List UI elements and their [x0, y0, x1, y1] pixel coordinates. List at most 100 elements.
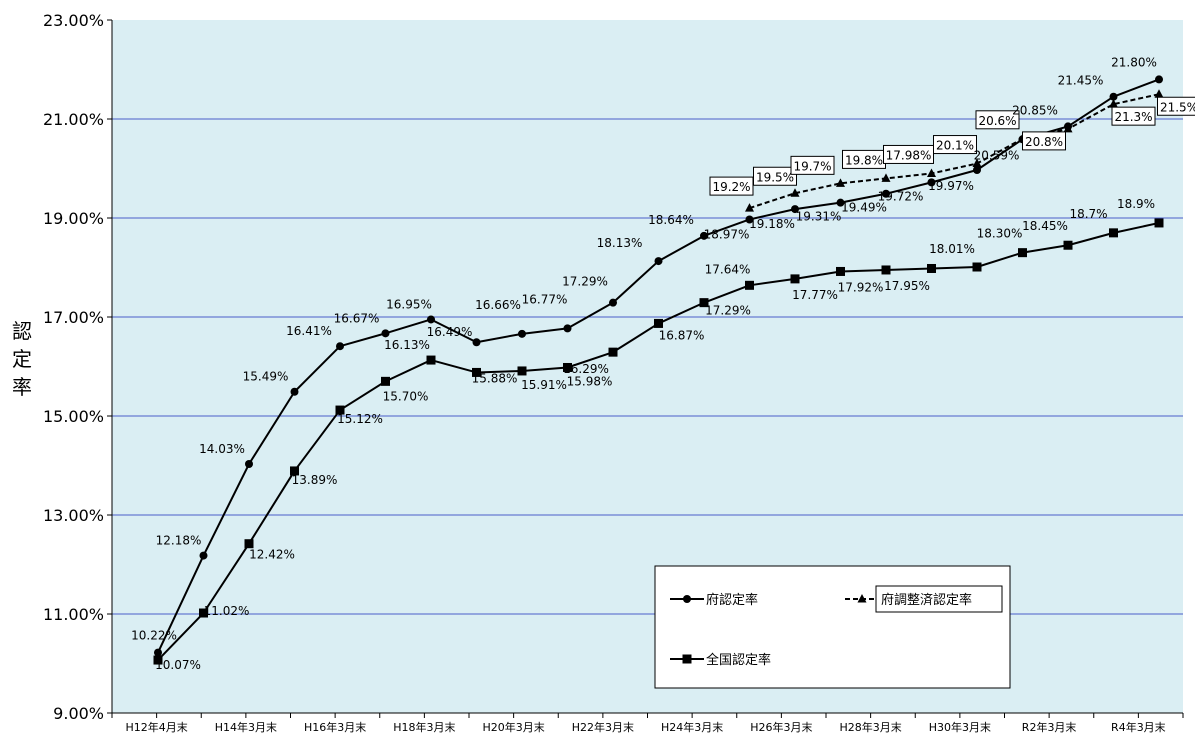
pref-rate-label: 20.85%: [1012, 103, 1058, 117]
pref-adjusted-rate-label-box: [709, 176, 754, 196]
x-tick-label: H22年3月末: [572, 720, 634, 734]
national-rate-point: [654, 318, 663, 328]
pref-adjusted-rate-line: [749, 93, 1160, 210]
pref-rate-label: 21.45%: [1058, 74, 1104, 88]
pref-adjusted-rate-label-box: [933, 135, 977, 155]
national-rate-label: 15.91%: [521, 378, 567, 392]
pref-rate-label: 19.31%: [796, 210, 842, 224]
legend-box: [654, 565, 1011, 689]
national-rate-point: [244, 539, 254, 549]
national-rate-label: 17.77%: [792, 288, 838, 302]
y-tick-label: 23.00%: [43, 11, 104, 30]
national-rate-label: 16.13%: [384, 338, 430, 352]
pref-adjusted-rate-point: [1154, 89, 1164, 98]
pref-rate-point: [654, 257, 663, 266]
legend-label-pref-adjusted-rate: 府調整済認定率: [881, 592, 972, 608]
legend-pref-adjusted-rate-point: [857, 594, 867, 603]
national-rate-label: 17.95%: [884, 279, 930, 293]
x-tick-label: H16年3月末: [304, 720, 366, 734]
legend-pref-rate-point: [683, 595, 691, 603]
pref-adjusted-rate-point: [881, 173, 891, 182]
national-rate-point: [927, 263, 936, 273]
national-rate-label: 16.87%: [659, 328, 705, 342]
national-rate-point: [836, 266, 845, 276]
y-tick-label: 11.00%: [43, 605, 104, 624]
national-rate-label: 13.89%: [292, 473, 338, 487]
pref-adjusted-rate-label: 19.5%: [756, 170, 794, 184]
pref-rate-label: 19.72%: [878, 189, 924, 203]
national-rate-label: 17.64%: [705, 262, 751, 276]
pref-rate-label: 16.77%: [522, 292, 568, 306]
x-tick-label: H30年3月末: [929, 720, 991, 734]
national-rate-point: [790, 274, 800, 284]
national-rate-label: 15.12%: [337, 412, 383, 426]
y-axis-title: 認定率: [12, 319, 32, 399]
pref-rate-point: [1109, 92, 1118, 101]
national-rate-point: [381, 376, 390, 386]
national-rate-point: [153, 655, 163, 665]
x-tick-label: H24年3月末: [661, 720, 723, 734]
pref-rate-point: [290, 387, 299, 396]
pref-rate-label: 17.29%: [562, 275, 608, 289]
pref-adjusted-rate-point: [836, 178, 845, 187]
pref-adjusted-rate-point: [927, 168, 936, 177]
pref-adjusted-rate-point: [1109, 99, 1118, 108]
pref-adjusted-rate-label-box: [1111, 106, 1156, 126]
y-tick-label: 13.00%: [43, 506, 104, 525]
pref-adjusted-rate-label: 20.8%: [1025, 135, 1063, 149]
national-rate-point: [426, 355, 436, 365]
pref-rate-label: 16.95%: [386, 297, 432, 311]
pref-adjusted-rate-label: 19.2%: [712, 180, 750, 194]
y-axis-ticks: 9.00% 11.00% 13.00% 15.00% 17.00% 19.00% 21.00…: [43, 11, 112, 723]
x-tick-label: R4年3月末: [1111, 720, 1166, 734]
pref-rate-label: 18.13%: [597, 236, 643, 250]
pref-rate-point: [472, 338, 481, 347]
y-tick-label: 9.00%: [53, 704, 104, 723]
national-rate-label: 10.07%: [155, 658, 201, 672]
pref-rate-point: [199, 551, 208, 560]
national-rate-point: [1154, 218, 1164, 228]
legend-label-pref-rate: 府認定率: [706, 592, 758, 608]
national-rate-label: 17.29%: [705, 304, 751, 318]
pref-rate-point: [973, 165, 981, 174]
pref-rate-point: [791, 205, 799, 214]
pref-rate-label: 14.03%: [199, 442, 245, 456]
pref-rate-point: [518, 329, 526, 338]
pref-adjusted-rate-label-box: [753, 166, 797, 186]
pref-rate-label: 21.80%: [1111, 55, 1157, 69]
pref-rate-point: [700, 231, 708, 240]
pref-rate-label: 12.18%: [156, 534, 202, 548]
y-tick-label: 15.00%: [43, 407, 104, 426]
pref-adjusted-rate-label-box: [790, 155, 835, 175]
pref-adjusted-rate-label-box: [1022, 131, 1066, 151]
national-rate-point: [335, 405, 345, 415]
pref-rate-label: 20.59%: [974, 148, 1020, 162]
pref-adjusted-rate-label: 19.8%: [845, 153, 883, 167]
legend-national-rate-point: [682, 654, 692, 664]
y-axis-title-char: 率: [12, 375, 32, 399]
pref-rate-point: [381, 329, 390, 338]
national-rate-point: [472, 367, 481, 377]
national-rate-label: 18.7%: [1069, 207, 1107, 221]
national-rate-point: [290, 466, 299, 476]
pref-adjusted-rate-label: 20.1%: [936, 139, 974, 153]
pref-rate-label: 16.66%: [475, 298, 521, 312]
pref-rate-point: [836, 198, 845, 207]
national-rate-point: [1018, 248, 1027, 258]
x-tick-label: H18年3月末: [393, 720, 455, 734]
series-markers: [153, 75, 1164, 665]
x-axis-ticks: H12年4月末 H14年3月末 H16年3月末 H18年3月末 H20年3月末 H22年3…: [111, 713, 1184, 734]
national-rate-point: [699, 298, 709, 308]
national-rate-label: 15.70%: [383, 389, 429, 403]
pref-adjusted-rate-label: 20.6%: [978, 114, 1016, 128]
national-rate-label: 18.01%: [929, 242, 975, 256]
national-rate-point: [199, 608, 208, 618]
y-tick-label: 19.00%: [43, 209, 104, 228]
x-tick-label: H26年3月末: [750, 720, 812, 734]
pref-rate-label: 15.49%: [243, 370, 289, 384]
national-rate-label: 16.29%: [563, 362, 609, 376]
pref-rate-point: [154, 648, 162, 657]
pref-rate-label: 19.18%: [749, 217, 795, 231]
pref-adjusted-rate-label: 19.7%: [793, 159, 831, 173]
